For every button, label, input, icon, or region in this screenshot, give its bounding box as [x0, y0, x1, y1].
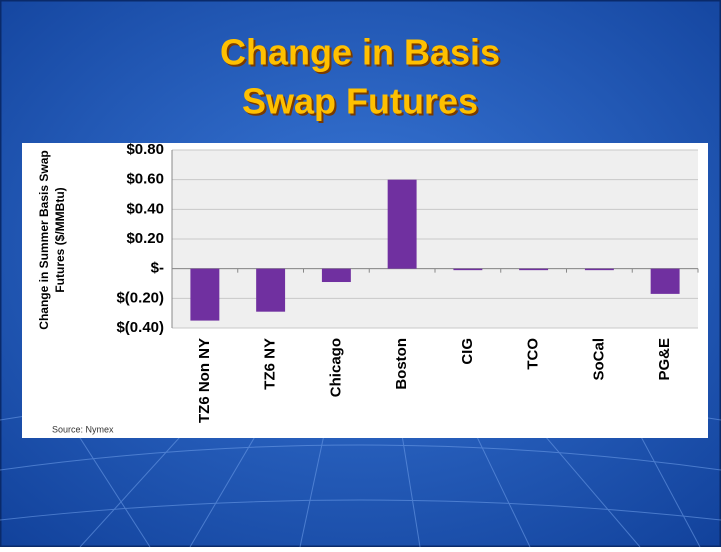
- y-tick-label: $(0.20): [116, 289, 164, 306]
- y-axis-label-line: Change in Summer Basis Swap: [37, 150, 51, 329]
- y-tick-label: $(0.40): [116, 319, 164, 336]
- title-shadow: Change in Basis: [222, 34, 502, 75]
- title-line: Change in Basis: [220, 32, 500, 73]
- y-axis-label-line: Futures ($/MMBtu): [53, 187, 67, 292]
- x-tick-label: TZ6 NY: [262, 338, 279, 390]
- title: Change in Basis Change in Basis Swap Fut…: [220, 32, 502, 124]
- x-tick-label: TZ6 Non NY: [196, 338, 213, 423]
- bar: [584, 268, 614, 271]
- bar: [650, 268, 680, 294]
- x-tick-label: CIG: [459, 338, 476, 365]
- bar: [453, 268, 483, 271]
- x-tick-label: TCO: [525, 338, 542, 370]
- bar: [190, 268, 220, 321]
- bar: [256, 268, 286, 312]
- title-shadow: Swap Futures: [244, 83, 480, 124]
- plot: $(0.40) $(0.20) $- $0.20 $0.40 $0.60 $0.80 TZ6 …: [116, 141, 699, 423]
- x-tick-label: Boston: [393, 338, 410, 390]
- x-tick-label: PG&E: [656, 338, 673, 381]
- y-tick-label: $0.80: [126, 141, 164, 158]
- title-line: Swap Futures: [242, 81, 478, 122]
- y-axis-label: Change in Summer Basis Swap Futures ($/M…: [37, 150, 67, 329]
- x-tick-label: Chicago: [327, 338, 344, 397]
- bar: [321, 268, 351, 283]
- y-tick-label: $-: [151, 260, 164, 277]
- x-tick-label: SoCal: [590, 338, 607, 381]
- source-note: Source: Nymex: [52, 424, 114, 434]
- y-tick-label: $0.20: [126, 230, 164, 247]
- bar: [387, 179, 417, 269]
- bar: [519, 268, 549, 271]
- y-tick-label: $0.40: [126, 200, 164, 217]
- y-tick-label: $0.60: [126, 171, 164, 188]
